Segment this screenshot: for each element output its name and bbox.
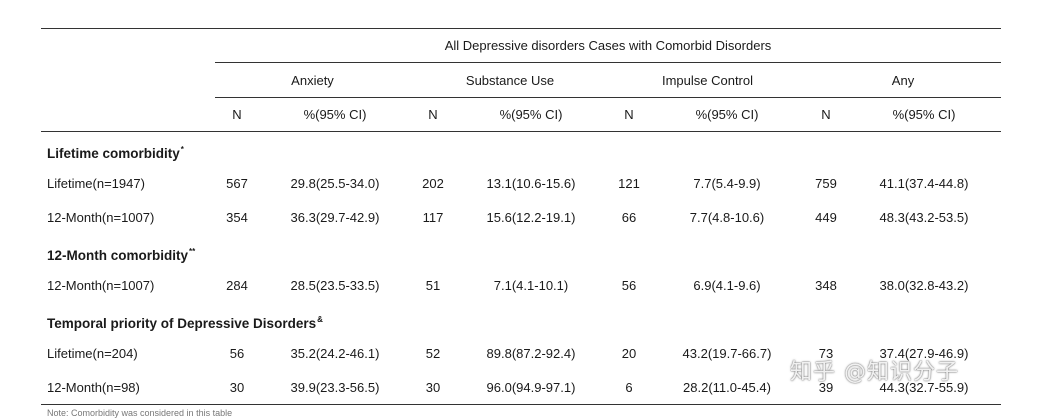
table-cell: 66	[621, 210, 637, 225]
subheader-ci: %(95% CI)	[695, 107, 759, 122]
row-label: 12-Month(n=1007)	[47, 210, 155, 225]
table-cell: 6.9(4.1-9.6)	[693, 278, 761, 293]
section-title: Lifetime comorbidity*	[47, 145, 184, 161]
table-cell: 7.1(4.1-10.1)	[493, 278, 569, 293]
table-cell: 6	[625, 380, 633, 395]
header-rule-1	[215, 62, 1001, 63]
table-cell: 44.3(32.7-55.9)	[879, 380, 969, 395]
group-header-anxiety: Anxiety	[291, 73, 334, 88]
table-cell: 36.3(29.7-42.9)	[290, 210, 380, 225]
section-title: Temporal priority of Depressive Disorder…	[47, 315, 323, 331]
table-cell: 117	[422, 210, 444, 225]
table-bottom-rule	[41, 404, 1001, 405]
section-marker: **	[189, 247, 196, 256]
row-label: Lifetime(n=204)	[47, 346, 138, 361]
section-title: 12-Month comorbidity**	[47, 247, 196, 263]
table-cell: 38.0(32.8-43.2)	[879, 278, 969, 293]
table-cell: 56	[229, 346, 245, 361]
table-cell: 48.3(43.2-53.5)	[879, 210, 969, 225]
table-cell: 449	[815, 210, 837, 225]
table-cell: 348	[815, 278, 837, 293]
section-marker: *	[180, 145, 184, 154]
table-cell: 20	[621, 346, 637, 361]
table-cell: 284	[226, 278, 248, 293]
row-label: 12-Month(n=1007)	[47, 278, 155, 293]
table-cell: 96.0(94.9-97.1)	[486, 380, 576, 395]
table-cell: 56	[621, 278, 637, 293]
subheader-n: N	[624, 107, 634, 122]
table-cell: 39.9(23.3-56.5)	[290, 380, 380, 395]
table-main-header: All Depressive disorders Cases with Como…	[444, 38, 772, 53]
table-cell: 202	[422, 176, 444, 191]
group-header-substance-use: Substance Use	[465, 73, 555, 88]
subheader-n: N	[821, 107, 831, 122]
table-cell: 759	[815, 176, 837, 191]
table-cell: 37.4(27.9-46.9)	[879, 346, 969, 361]
row-label: 12-Month(n=98)	[47, 380, 140, 395]
row-label: Lifetime(n=1947)	[47, 176, 145, 191]
table-cell: 15.6(12.2-19.1)	[486, 210, 576, 225]
table-cell: 121	[618, 176, 640, 191]
table-cell: 41.1(37.4-44.8)	[879, 176, 969, 191]
group-header-any: Any	[891, 73, 915, 88]
table-top-rule	[41, 28, 1001, 29]
subheader-n: N	[232, 107, 242, 122]
subheader-ci: %(95% CI)	[303, 107, 367, 122]
group-header-impulse-control: Impulse Control	[661, 73, 754, 88]
subheader-ci: %(95% CI)	[499, 107, 563, 122]
table-cell: 30	[229, 380, 245, 395]
header-rule-2	[215, 97, 1001, 98]
table-cell: 28.2(11.0-45.4)	[683, 380, 771, 395]
subheader-n: N	[428, 107, 438, 122]
table-cell: 43.2(19.7-66.7)	[682, 346, 772, 361]
header-bottom-rule	[41, 131, 1001, 132]
table-cell: 52	[425, 346, 441, 361]
table-cell: 39	[818, 380, 834, 395]
table-footnote: Note: Comorbidity was considered in this…	[47, 408, 233, 418]
zhihu-watermark: 知乎 @知识分子	[790, 360, 959, 385]
table-cell: 28.5(23.5-33.5)	[290, 278, 380, 293]
table-cell: 73	[818, 346, 834, 361]
table-cell: 89.8(87.2-92.4)	[486, 346, 576, 361]
table-cell: 7.7(4.8-10.6)	[689, 210, 765, 225]
subheader-ci: %(95% CI)	[892, 107, 956, 122]
table-cell: 30	[425, 380, 441, 395]
table-cell: 35.2(24.2-46.1)	[290, 346, 380, 361]
table-cell: 567	[226, 176, 248, 191]
table-cell: 51	[425, 278, 441, 293]
table-cell: 7.7(5.4-9.9)	[693, 176, 761, 191]
section-marker: &	[317, 315, 323, 324]
table-cell: 354	[226, 210, 248, 225]
table-cell: 13.1(10.6-15.6)	[486, 176, 576, 191]
table-cell: 29.8(25.5-34.0)	[290, 176, 380, 191]
